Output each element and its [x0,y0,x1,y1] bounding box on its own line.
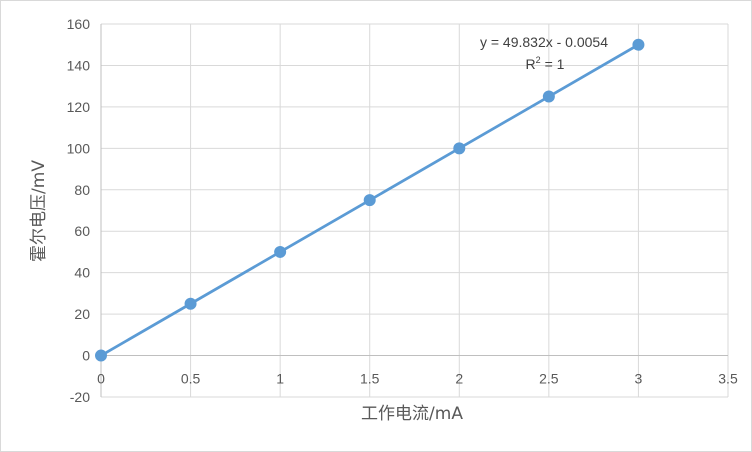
x-tick-label: 0.5 [181,371,201,387]
r-squared-label: R2 = 1 [526,55,565,72]
r-squared-prefix: R [526,56,536,72]
data-point-marker [184,297,197,310]
y-tick-label: 120 [67,99,91,115]
data-point-marker [274,245,287,258]
trendline-annotation: y = 49.832x - 0.0054 R2 = 1 [480,34,608,72]
x-tick-label: 0 [97,371,105,387]
y-tick-labels: -20 0 20 40 60 80 100 120 140 160 [67,16,91,405]
y-tick-label: 100 [67,140,91,156]
x-tick-label: 1 [276,371,284,387]
data-point-marker [632,38,645,51]
axes [100,24,728,397]
y-tick-label: -20 [70,389,90,405]
x-tick-label: 3 [635,371,643,387]
y-axis-title: 霍尔电压/mV [29,160,49,262]
y-tick-label: 140 [67,57,91,73]
y-tick-label: 160 [67,16,91,32]
data-point-marker [95,349,107,362]
r-squared-suffix: = 1 [541,56,565,72]
x-tick-label: 1.5 [360,371,380,387]
trendline-equation: y = 49.832x - 0.0054 [480,34,608,50]
data-point-marker [542,90,555,103]
x-tick-labels: 0 0.5 1 1.5 2 2.5 3 3.5 [97,371,738,387]
vertical-gridlines [190,24,729,397]
y-tick-label: 20 [74,306,90,322]
r-squared-superscript: 2 [536,55,541,65]
y-tick-label: 60 [74,223,90,239]
y-tick-label: 80 [74,182,90,198]
horizontal-gridlines [101,23,728,398]
x-tick-label: 2.5 [539,371,559,387]
x-tick-label: 3.5 [718,371,738,387]
y-tick-label: 40 [74,265,90,281]
data-point-marker [453,142,466,155]
series-layer [95,38,645,362]
data-point-marker [363,194,376,207]
x-axis-title: 工作电流/mA [361,404,463,424]
y-tick-label: 0 [82,348,90,364]
x-tick-label: 2 [455,371,463,387]
